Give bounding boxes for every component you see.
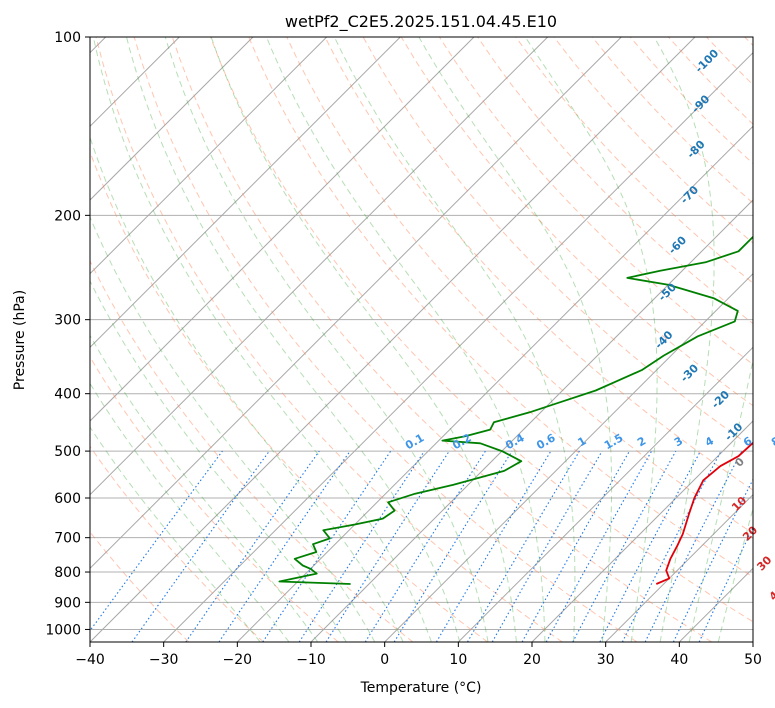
x-axis-label: Temperature (°C) [360,680,482,696]
plot-background [90,37,753,642]
y-tick-label: 900 [54,595,81,611]
dry-adiabat [515,37,753,284]
mixing-ratio-line [90,450,223,632]
dry-adiabat-label: 30 [754,553,774,573]
dry-adiabat [324,37,753,491]
x-tick-label: 40 [670,652,688,668]
moist-adiabat [688,358,753,642]
isotherm [752,641,753,642]
mixing-ratio-line [545,450,653,642]
dry-adiabat [133,37,638,642]
dry-adiabat [248,37,753,578]
y-tick-label: 500 [54,444,81,460]
isotherm [90,37,622,570]
contour-labels: 10203040-100-90-80-70-60-50-40-30-20-100… [403,47,775,604]
isotherm [457,346,753,642]
moist-adiabat [126,37,461,642]
y-tick-label: 800 [54,565,81,581]
moist-adiabat [210,37,517,642]
y-axis-label: Pressure (hPa) [12,290,28,390]
y-tick-label: 700 [54,531,81,547]
moist-adiabat [90,135,404,642]
x-tick-label: 50 [744,652,762,668]
moist-adiabat [164,37,489,642]
mixing-ratio-line [521,450,630,642]
moist-adiabat [90,334,319,642]
mixing-ratio-line [185,450,320,642]
mixing-ratio-line [672,478,753,642]
isotherm [163,51,753,642]
x-tick-label: −10 [296,652,326,668]
background-lines [90,37,753,642]
y-tick-label: 100 [54,30,81,46]
isotherm [90,37,696,642]
isotherm [90,37,549,496]
mixing-ratio-line [393,450,513,642]
isotherm [90,37,475,422]
dry-adiabat [90,356,339,642]
y-tick-label: 300 [54,313,81,329]
dry-adiabat [90,445,264,642]
moist-adiabat [717,506,753,642]
dry-adiabat [95,37,563,642]
dry-adiabat-label: 40 [767,583,775,603]
x-tick-label: 10 [449,652,467,668]
x-tick-label: −30 [149,652,179,668]
y-tick-label: 200 [54,208,81,224]
dry-adiabat [90,259,414,642]
plot-frame [89,36,754,643]
isotherm [384,272,753,642]
isotherm [90,37,254,201]
isotherm [531,420,753,642]
y-tick-label: 1000 [45,622,81,638]
x-tick-label: −40 [75,652,105,668]
chart-title: wetPf2_C2E5.2025.151.04.45.E10 [285,12,557,32]
moist-adiabat [653,37,715,642]
mixing-ratio-line [644,450,743,642]
x-tick-label: 30 [597,652,615,668]
x-tick-label: 0 [380,652,389,668]
y-tick-label: 600 [54,491,81,507]
moist-adiabat [333,37,576,642]
axis-ticks: −40 −30 −20 −10 0 10 20 30 40 50 100 200 300 400 500 60… [45,30,762,668]
x-tick-label: 20 [523,652,541,668]
dry-adiabat [210,37,753,623]
mixing-ratio-line [325,450,450,642]
mixing-ratio-line [262,450,392,642]
mixing-ratio-line [298,450,425,642]
moist-adiabat [266,37,546,642]
isotherm [90,37,328,275]
y-tick-label: 400 [54,387,81,403]
isotherm [310,199,753,642]
isotherm [90,37,401,349]
moist-adiabat [90,215,376,642]
moist-adiabat [418,37,613,642]
mixing-ratio-label: 8 [769,434,775,449]
x-tick-label: −20 [223,652,253,668]
mixing-ratio-line [218,450,351,642]
moist-adiabat [92,37,432,642]
isotherm [236,125,753,642]
dewpoint-profile [278,235,753,585]
moist-adiabat [90,426,261,642]
mixing-ratio-line [572,450,677,642]
temperature-profile [655,441,753,585]
dry-adiabat [171,37,712,642]
isotherm [605,493,753,642]
profile-lines [278,235,753,585]
dry-adiabat [286,37,753,534]
mixing-ratio-line [131,450,270,642]
moist-adiabat [90,382,290,642]
